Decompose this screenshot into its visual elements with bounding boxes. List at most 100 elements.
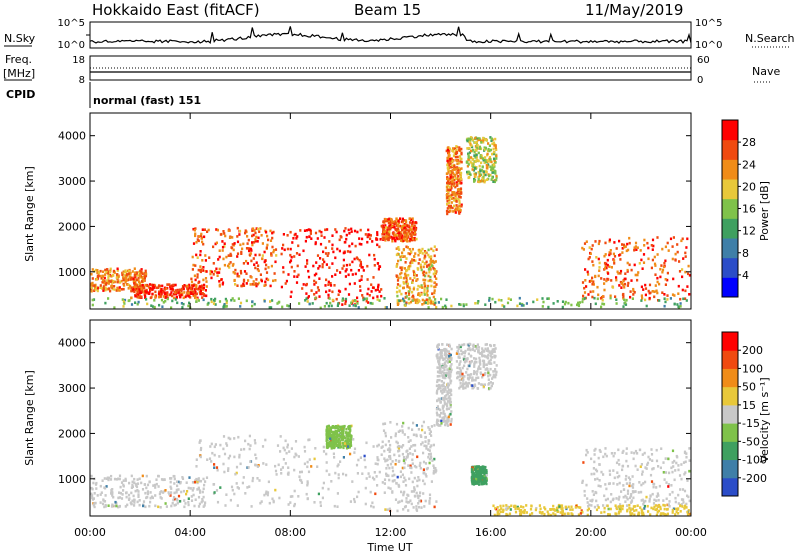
data-cell (174, 503, 177, 507)
data-cell (676, 250, 679, 254)
data-cell (319, 504, 322, 507)
data-cell (207, 301, 210, 305)
data-cell (406, 246, 409, 249)
data-cell (192, 242, 196, 245)
data-cell (110, 474, 113, 478)
data-cell (332, 444, 335, 448)
data-cell (485, 474, 488, 477)
data-cell (417, 496, 420, 500)
data-cell (482, 480, 485, 484)
data-cell (405, 220, 408, 224)
data-cell (364, 502, 367, 506)
data-cell (644, 480, 647, 484)
data-cell (460, 181, 463, 185)
data-cell (477, 138, 480, 142)
nave-tick-bottom: 0 (697, 75, 703, 86)
data-cell (665, 497, 668, 501)
data-cell (199, 439, 202, 442)
data-cell (216, 468, 219, 472)
nsky-tick-top: 10^5 (58, 18, 85, 29)
data-cell (323, 260, 326, 264)
data-cell (414, 259, 417, 263)
data-cell (643, 238, 646, 242)
data-cell (492, 171, 496, 174)
data-cell (385, 467, 388, 470)
data-cell (444, 306, 448, 309)
data-cell (90, 492, 93, 496)
data-cell (462, 382, 465, 385)
data-cell (407, 267, 410, 270)
data-cell (622, 295, 625, 298)
data-cell (449, 173, 452, 177)
data-cell (215, 466, 219, 469)
data-cell (434, 270, 437, 274)
data-cell (561, 513, 564, 516)
data-cell (319, 242, 323, 246)
data-cell (567, 301, 570, 305)
data-cell (622, 279, 625, 283)
data-cell (443, 364, 446, 368)
data-cell (130, 474, 133, 478)
data-cell (423, 262, 426, 266)
data-cell (140, 268, 143, 271)
data-cell (433, 254, 436, 258)
data-cell (450, 182, 454, 186)
data-cell (402, 421, 405, 425)
data-cell (123, 302, 126, 305)
data-cell (603, 494, 606, 498)
data-cell (477, 480, 480, 484)
data-cell (400, 292, 403, 296)
data-cell (633, 248, 636, 252)
data-cell (102, 275, 105, 279)
data-cell (407, 464, 410, 467)
data-cell (374, 288, 377, 292)
data-cell (225, 442, 228, 445)
data-cell (222, 462, 225, 466)
data-cell (296, 235, 299, 238)
data-cell (357, 458, 360, 462)
data-cell (344, 444, 347, 447)
data-cell (412, 433, 415, 437)
data-cell (490, 178, 493, 181)
data-cell (242, 282, 245, 286)
data-cell (677, 305, 680, 308)
data-cell (483, 180, 486, 184)
data-cell (452, 196, 455, 200)
data-cell (361, 472, 364, 475)
data-cell (122, 305, 125, 308)
data-cell (612, 454, 615, 458)
data-cell (461, 366, 464, 370)
data-cell (193, 504, 196, 508)
data-cell (493, 344, 496, 347)
data-cell (227, 456, 230, 460)
data-cell (447, 350, 450, 353)
data-cell (608, 513, 611, 516)
data-cell (353, 229, 357, 233)
data-cell (471, 157, 474, 161)
data-cell (494, 146, 497, 149)
data-cell (667, 457, 670, 461)
data-cell (440, 411, 443, 415)
data-cell (506, 507, 509, 510)
data-cell (348, 232, 351, 235)
data-cell (265, 463, 268, 466)
data-cell (417, 502, 420, 505)
data-cell (306, 259, 309, 262)
data-cell (463, 358, 466, 361)
data-cell (180, 302, 183, 305)
data-cell (397, 430, 400, 433)
data-cell (145, 486, 148, 490)
data-cell (618, 481, 621, 485)
data-cell (344, 302, 347, 306)
data-cell (479, 155, 482, 159)
data-cell (330, 439, 333, 442)
colorbar-tick-label: -100 (742, 454, 767, 467)
data-cell (323, 305, 326, 308)
data-cell (354, 299, 357, 302)
data-cell (446, 343, 449, 346)
data-cell (118, 505, 121, 508)
data-cell (107, 504, 110, 507)
data-cell (479, 147, 482, 150)
data-cell (592, 493, 595, 496)
data-cell (167, 491, 170, 494)
